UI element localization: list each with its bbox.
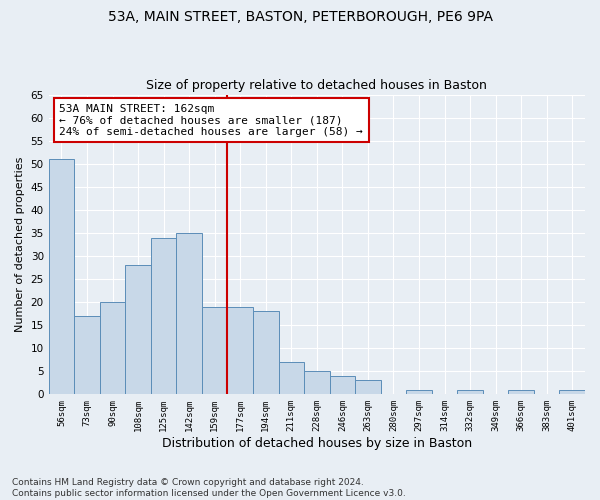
Bar [227, 306, 253, 394]
Text: 53A, MAIN STREET, BASTON, PETERBOROUGH, PE6 9PA: 53A, MAIN STREET, BASTON, PETERBOROUGH, … [107, 10, 493, 24]
Bar [151, 238, 176, 394]
Bar [457, 390, 483, 394]
Bar [278, 362, 304, 394]
Bar [304, 372, 329, 394]
Bar [508, 390, 534, 394]
X-axis label: Distribution of detached houses by size in Baston: Distribution of detached houses by size … [162, 437, 472, 450]
Text: Contains HM Land Registry data © Crown copyright and database right 2024.
Contai: Contains HM Land Registry data © Crown c… [12, 478, 406, 498]
Bar [125, 265, 151, 394]
Bar [355, 380, 380, 394]
Bar [49, 159, 74, 394]
Title: Size of property relative to detached houses in Baston: Size of property relative to detached ho… [146, 79, 487, 92]
Text: 53A MAIN STREET: 162sqm
← 76% of detached houses are smaller (187)
24% of semi-d: 53A MAIN STREET: 162sqm ← 76% of detache… [59, 104, 363, 136]
Bar [74, 316, 100, 394]
Y-axis label: Number of detached properties: Number of detached properties [15, 157, 25, 332]
Bar [253, 312, 278, 394]
Bar [100, 302, 125, 394]
Bar [559, 390, 585, 394]
Bar [329, 376, 355, 394]
Bar [202, 306, 227, 394]
Bar [406, 390, 432, 394]
Bar [176, 233, 202, 394]
